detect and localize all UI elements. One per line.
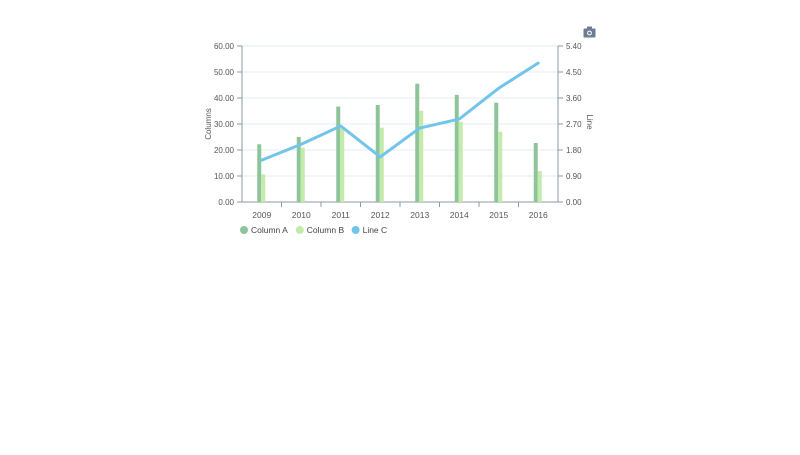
y-tick-label: 40.00 (214, 94, 235, 103)
line-series-c[interactable] (260, 61, 540, 162)
y2-tick-label: 0.90 (566, 172, 582, 181)
x-tick-label: 2013 (410, 210, 429, 220)
legend-item-label[interactable]: Line C (363, 225, 388, 235)
y-axis-title: Columns (204, 108, 213, 140)
x-tick-label: 2016 (529, 210, 548, 220)
y2-tick-label: 2.70 (566, 120, 582, 129)
y-tick-label: 0.00 (218, 198, 234, 207)
bar-column-b[interactable] (458, 121, 463, 202)
y-tick-label: 20.00 (214, 146, 235, 155)
camera-icon[interactable] (583, 25, 596, 38)
legend-item-label[interactable]: Column B (307, 225, 345, 235)
y2-tick-label: 3.60 (566, 94, 582, 103)
legend-swatch[interactable] (295, 226, 304, 234)
x-tick-label: 2011 (332, 210, 351, 220)
bar-column-b[interactable] (340, 127, 345, 202)
bar-column-b[interactable] (537, 171, 542, 202)
y2-tick-label: 0.00 (566, 198, 582, 207)
legend-swatch[interactable] (240, 226, 248, 234)
bar-column-a[interactable] (454, 94, 459, 202)
x-tick-label: 2014 (450, 210, 469, 220)
bar-column-a[interactable] (494, 102, 499, 202)
bar-column-a[interactable] (336, 106, 341, 202)
x-tick-label: 2010 (292, 210, 311, 220)
bar-column-a[interactable] (257, 144, 262, 202)
y-tick-label: 10.00 (214, 172, 235, 181)
x-tick-label: 2012 (371, 210, 390, 220)
y2-axis-title: Line (585, 114, 594, 130)
y2-tick-label: 4.50 (566, 68, 582, 77)
y-tick-label: 60.00 (214, 42, 235, 51)
x-tick-label: 2015 (489, 210, 508, 220)
y-tick-label: 30.00 (214, 120, 235, 129)
bar-column-b[interactable] (379, 127, 384, 202)
bar-column-b[interactable] (261, 174, 266, 202)
y2-tick-label: 1.80 (566, 146, 582, 155)
y-tick-label: 50.00 (214, 68, 235, 77)
bar-column-b[interactable] (498, 131, 503, 202)
y2-tick-label: 5.40 (566, 42, 582, 51)
bar-column-b[interactable] (419, 110, 424, 202)
x-tick-label: 2009 (252, 210, 271, 220)
legend-swatch[interactable] (351, 226, 360, 234)
bar-column-b[interactable] (300, 147, 305, 202)
bar-column-a[interactable] (533, 142, 538, 202)
bar-column-a[interactable] (415, 83, 420, 202)
bar-column-a[interactable] (296, 137, 301, 202)
legend-item-label[interactable]: Column A (251, 225, 288, 235)
